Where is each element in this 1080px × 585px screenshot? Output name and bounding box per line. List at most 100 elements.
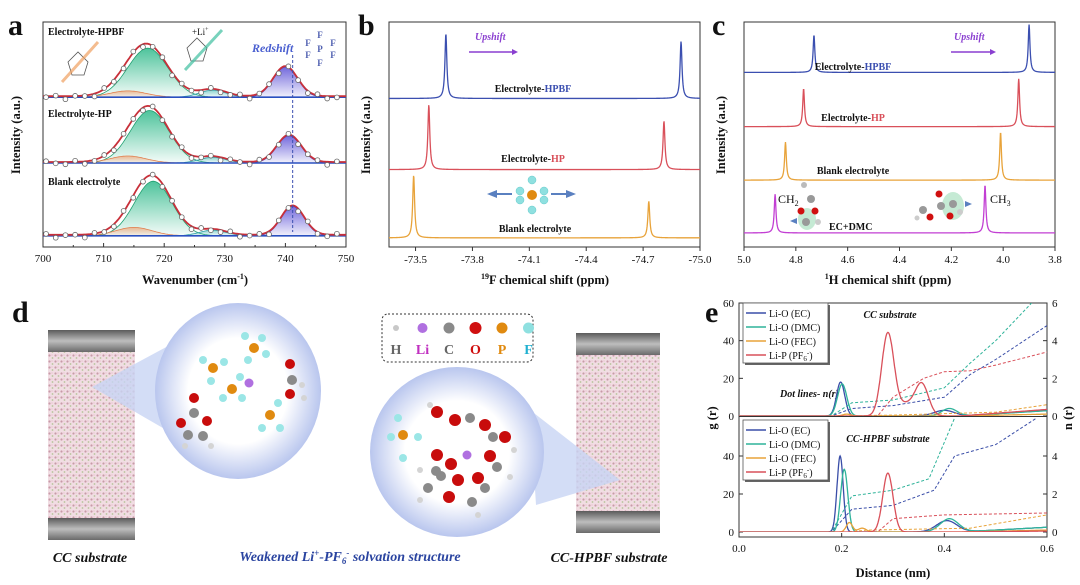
legend-entry: Li-O (EC) (769, 426, 810, 437)
text-span: - (346, 548, 349, 558)
atom (484, 450, 496, 462)
atom (949, 200, 957, 208)
data-point (198, 225, 204, 231)
zoom-bubble-hpbf (370, 367, 544, 537)
atom (462, 450, 472, 460)
n-r-dotted-curve (739, 514, 1047, 532)
data-point (62, 232, 69, 238)
atom (811, 207, 819, 215)
spectrum-ec-dmc (744, 185, 1055, 234)
data-point (227, 156, 234, 163)
legend-entry: Li-O (FEC) (769, 337, 816, 348)
spectrum-electrolyte-hpbf (389, 34, 701, 100)
ec-li-molecule-icon (186, 37, 208, 62)
panel-label-a: a (8, 9, 23, 42)
atom (387, 433, 395, 441)
atom (183, 430, 193, 440)
y-axis-label-right: n (r) (1061, 406, 1075, 430)
g-r-curve (739, 331, 1047, 416)
subplot-title: CC substrate (863, 310, 917, 321)
atom (480, 483, 490, 493)
x-tick-label: 5.0 (737, 254, 751, 266)
text-span: Weakened Li (239, 550, 314, 565)
legend-atom-li (417, 323, 428, 333)
pf6-atom-label: F (330, 38, 336, 48)
y-tick-label-right: 4 (1052, 451, 1058, 463)
atom (236, 373, 244, 381)
data-point (178, 144, 185, 150)
n-r-dotted-curve (739, 404, 1047, 416)
panel-label-b: b (358, 9, 375, 42)
cc-hpbf-substrate-label: CC-HPBF substrate (551, 551, 668, 566)
atom (198, 431, 208, 441)
data-point (111, 78, 117, 85)
data-point (305, 218, 311, 225)
y-tick-label: 40 (723, 451, 735, 463)
data-point (111, 147, 117, 154)
data-point (314, 91, 321, 98)
atom (301, 395, 307, 401)
atom (208, 443, 214, 449)
text-span: 6 (803, 472, 807, 480)
data-point (208, 227, 214, 234)
spectrum-electrolyte-hp (744, 78, 1055, 128)
atom (220, 358, 228, 366)
series-label: Electrolyte-HP (48, 109, 112, 120)
subplot-title: CC-HPBF substrate (846, 434, 930, 445)
electrolyte-region (576, 333, 660, 533)
spectrum-blank-electrolyte (389, 175, 700, 239)
legend-atom-f (523, 322, 534, 334)
data-point (101, 152, 108, 158)
data-point (91, 158, 98, 164)
rdf-curves (739, 303, 1047, 416)
x-tick-label: 4.2 (944, 254, 958, 266)
data-point (72, 231, 78, 238)
plot-frame-c (743, 21, 1056, 248)
graphite-layer-bottom (576, 511, 660, 533)
data-point (169, 72, 175, 79)
data-point (43, 94, 49, 100)
atom (431, 449, 443, 461)
data-point (43, 158, 49, 165)
atom (238, 394, 246, 402)
data-point (82, 161, 88, 167)
n-r-dotted-curve (739, 303, 1032, 416)
text-span: + (314, 548, 319, 558)
text-span: HPBF (865, 62, 892, 73)
fluorine-atom (527, 175, 537, 185)
data-point (275, 70, 282, 77)
x-tick-label: -74.7 (632, 254, 655, 266)
data-point (72, 93, 78, 99)
data-point (52, 234, 59, 241)
atom (919, 206, 927, 214)
data-point (130, 194, 137, 201)
text-span: Electrolyte- (815, 62, 865, 73)
data-point (334, 158, 340, 165)
series-label: Electrolyte-HPBF (815, 62, 891, 73)
data-point (130, 116, 137, 122)
redshift-label: Redshift (251, 41, 294, 55)
data-point (101, 85, 108, 91)
data-point (43, 231, 49, 237)
ch3-label: CH3 (990, 192, 1011, 208)
g-r-curve (739, 413, 1047, 416)
data-point (285, 205, 292, 211)
atom (507, 474, 513, 480)
rdf-curves (739, 418, 1047, 532)
data-point (324, 233, 331, 240)
atom (957, 209, 963, 215)
data-point (159, 117, 166, 123)
x-tick-label: 0.0 (732, 543, 746, 555)
atom (227, 384, 237, 394)
li-label: +Li+ (192, 27, 209, 37)
x-tick-label: 0.2 (835, 543, 849, 555)
text-span: ) (809, 468, 812, 479)
zoom-bubble-cc (155, 303, 321, 479)
data-point (91, 93, 98, 100)
atom (449, 414, 461, 426)
fluorine-atom (515, 186, 525, 196)
text-span: H chemical shift (ppm) (829, 273, 952, 287)
atom (258, 334, 266, 342)
atom (398, 430, 408, 440)
